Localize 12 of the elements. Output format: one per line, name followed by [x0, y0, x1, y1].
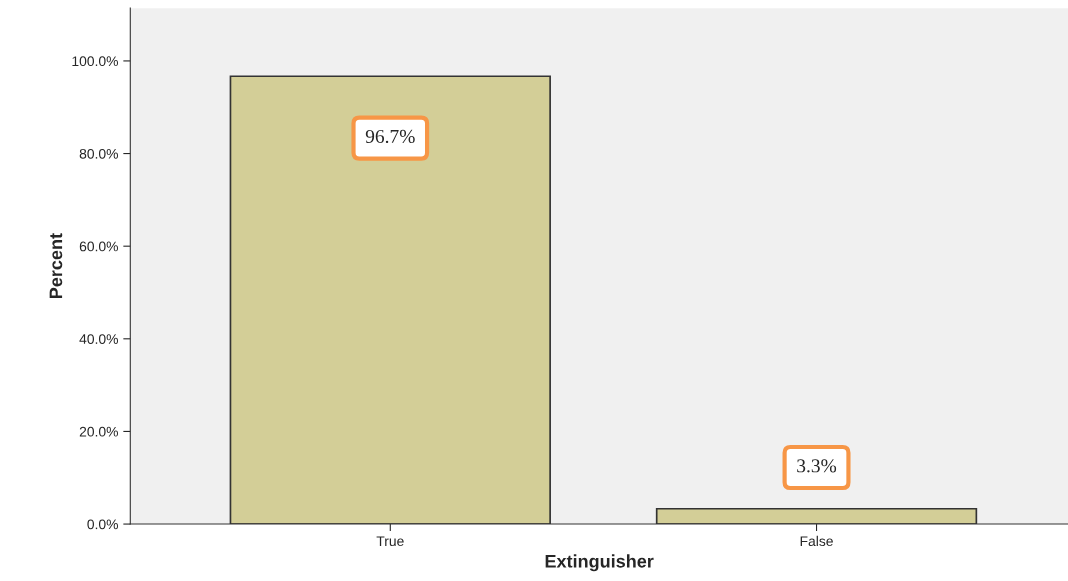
y-tick-label: 100.0%: [72, 56, 118, 67]
y-axis-title: Percent: [49, 233, 63, 299]
data-label: 96.7%: [365, 129, 415, 144]
y-tick-label: 80.0%: [79, 148, 118, 159]
x-tick-label: True: [376, 536, 404, 547]
x-tick-label: False: [800, 535, 833, 547]
x-axis-title: Extinguisher: [545, 554, 654, 572]
data-label: 3.3%: [797, 459, 837, 473]
y-tick-label: 20.0%: [79, 426, 118, 437]
y-tick-label: 60.0%: [79, 241, 118, 252]
y-tick-label: 40.0%: [79, 334, 118, 344]
y-tick-label: 0.0%: [87, 519, 118, 530]
